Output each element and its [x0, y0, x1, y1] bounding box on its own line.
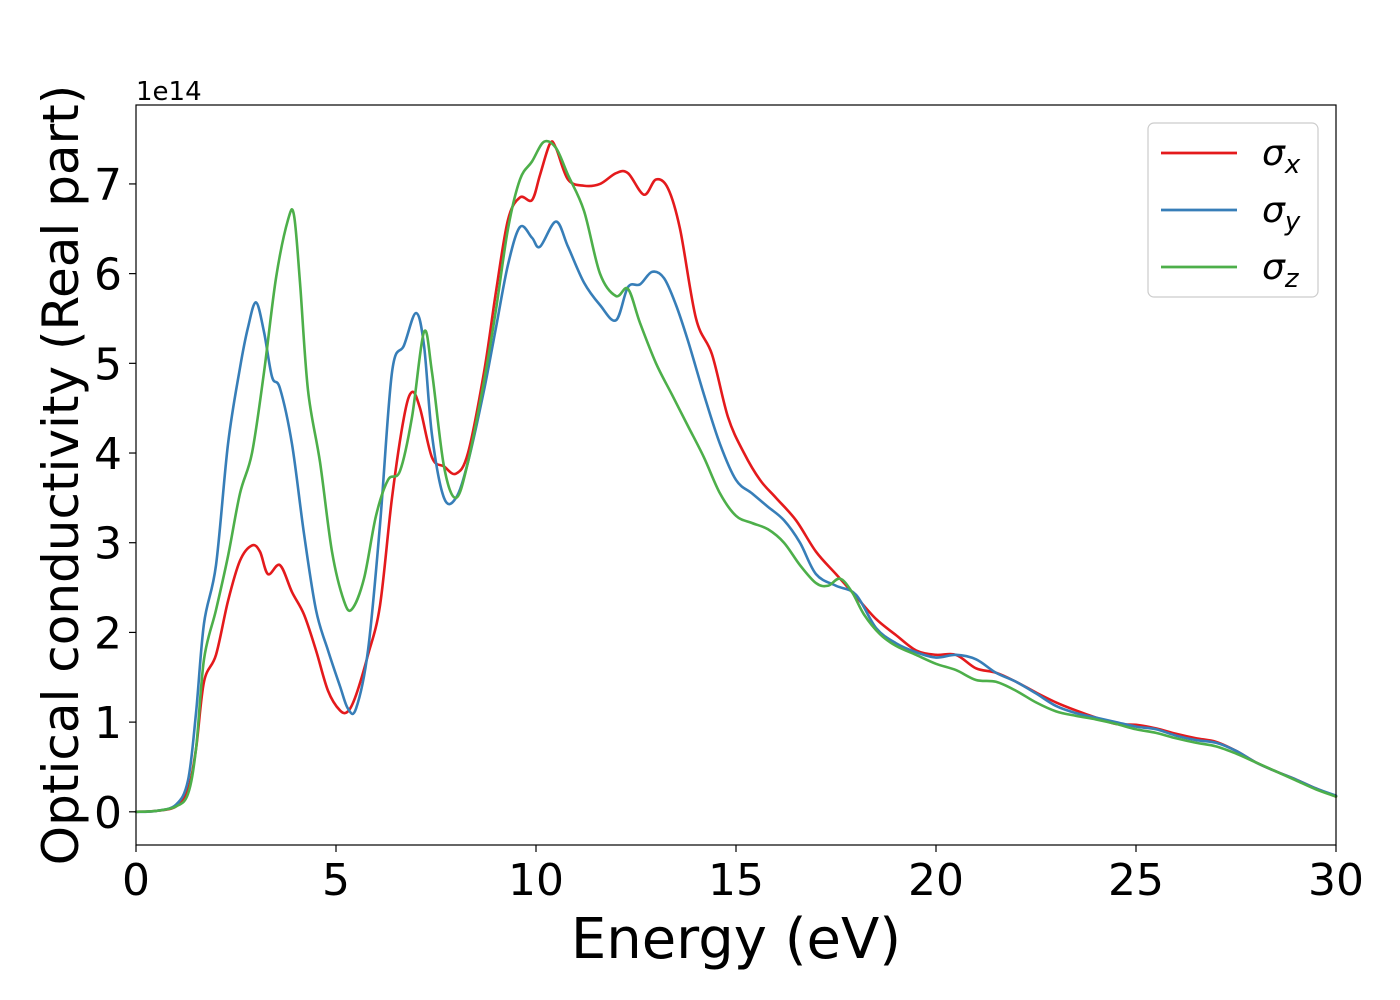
legend-label-y: σy [1262, 190, 1301, 237]
legend-label-x: σx [1262, 133, 1301, 180]
legend: σx σy σz [1147, 122, 1319, 298]
y-tick-label: 6 [94, 250, 122, 301]
y-tick-label: 2 [94, 608, 122, 659]
x-tick-label: 25 [1108, 855, 1164, 906]
legend-label-z: σz [1262, 247, 1300, 294]
x-tick-label: 30 [1308, 855, 1364, 906]
x-tick-label: 15 [708, 855, 764, 906]
series-lines [134, 139, 1338, 814]
x-tick-label: 10 [508, 855, 564, 906]
y-tick-label: 3 [94, 519, 122, 570]
y-tick-label: 1 [94, 698, 122, 749]
x-tick-label: 0 [122, 855, 150, 906]
y-axis-label: Optical conductivity (Real part) [32, 85, 90, 866]
x-tick-label: 5 [322, 855, 350, 906]
y-tick-label: 4 [94, 429, 122, 480]
y-axis: 0 1 2 3 4 5 6 7 [94, 160, 136, 839]
y-tick-label: 0 [94, 788, 122, 839]
x-axis: 0 5 10 15 20 25 30 [122, 845, 1364, 906]
x-axis-label: Energy (eV) [571, 907, 901, 972]
series-line-z [134, 139, 1338, 814]
y-tick-label: 7 [94, 160, 122, 211]
x-tick-label: 20 [908, 855, 964, 906]
series-line-y [134, 220, 1338, 814]
y-tick-label: 5 [94, 339, 122, 390]
y-axis-offset-label: 1e14 [136, 77, 202, 107]
series-line-x [134, 140, 1338, 814]
